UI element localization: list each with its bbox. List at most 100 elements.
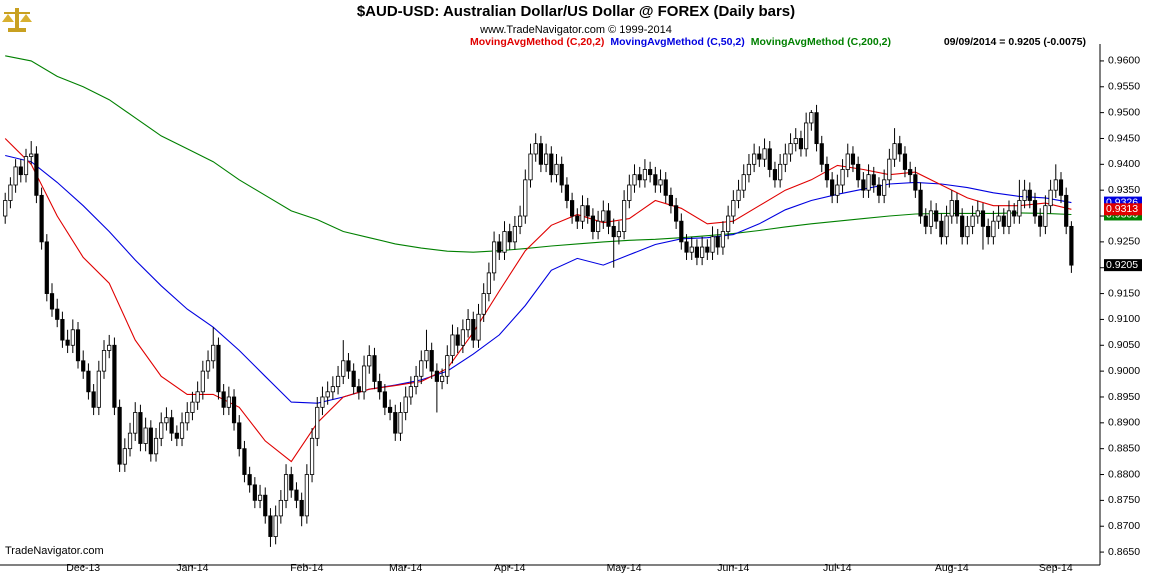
y-tick-label: 0.8950 [1108,391,1140,403]
candle-body [143,427,148,444]
x-tick-label: Jul-14 [823,562,852,574]
candle-body [91,391,96,408]
candle-body [200,370,205,393]
x-tick-label: May-14 [607,562,642,574]
candle-body [216,344,221,393]
candle-body [668,194,674,207]
last-value-box [1104,259,1142,272]
y-tick-label: 0.9450 [1108,132,1140,144]
candle-body [507,231,512,243]
subtitle: www.TradeNavigator.com © 1999-2014 [479,24,672,36]
candle-body [850,153,856,165]
candle-body [596,220,601,232]
x-tick-label: Apr-14 [494,562,526,574]
candle-body [335,375,341,388]
candle-body [533,143,538,155]
candle-body [325,391,330,398]
candle-body [861,179,866,191]
y-tick-label: 0.9000 [1108,365,1140,377]
candle-body [876,184,882,196]
candle-body [330,386,335,393]
candle-body [75,329,81,362]
candle-body [715,236,720,248]
candle-body [382,391,387,408]
candle-body [263,494,268,517]
y-tick-label: 0.9250 [1108,236,1140,248]
candle-body [278,499,283,517]
candle-body [726,215,731,232]
legend-entry: MovingAvgMethod (C,50,2) [610,36,744,48]
candle-body [164,417,169,424]
candle-body [1064,194,1069,227]
candle-body [897,143,902,155]
candle-body [928,210,934,227]
candle-body [611,225,616,238]
ma-line [5,55,1072,253]
candle-body [934,210,939,222]
candle-body [341,360,346,377]
candle-body [580,205,585,222]
candle-body [460,329,465,346]
candle-body [986,225,991,238]
y-tick-label: 0.8800 [1108,468,1140,480]
candle-body [1038,215,1043,227]
candle-body [419,360,424,377]
candle-body [1012,210,1017,217]
ma-line [5,154,1072,404]
candle-body [684,241,689,253]
candle-body [86,370,91,393]
candle-body [112,344,117,408]
candle-body [309,437,315,475]
candle-body [356,386,361,393]
candle-body [819,143,824,165]
candle-body [783,153,788,165]
candle-body [372,355,377,382]
candle-body [65,339,70,346]
candle-body [439,375,445,382]
candle-body [55,308,60,320]
candle-body [757,153,762,160]
candle-body [653,174,658,186]
candle-body [257,494,263,501]
candle-body [543,153,549,165]
candle-body [190,401,195,413]
candle-body [772,169,778,181]
candle-body [674,205,679,222]
candle-body [1006,210,1012,227]
candle-body [393,412,398,434]
y-tick-label: 0.9500 [1108,106,1140,118]
candle-body [720,231,726,248]
candle-body [174,432,179,439]
candle-body [798,138,804,150]
candle-body [616,231,622,238]
candle-body [117,406,122,465]
candle-body [70,329,75,346]
candle-body [1017,200,1022,217]
candle-body [840,169,845,186]
candle-body [304,474,309,517]
y-tick-label: 0.9150 [1108,287,1140,299]
candle-body [159,422,164,439]
candle-body [1022,189,1027,201]
y-tick-label: 0.9400 [1108,158,1140,170]
candle-body [554,163,559,176]
candle-body [320,396,325,408]
candle-body [871,174,876,186]
candle-body [882,179,887,196]
candle-body [299,499,304,517]
candle-body [528,153,533,181]
candle-body [34,153,39,196]
x-tick-label: Jun-14 [717,562,749,574]
status: 09/09/2014 = 0.9205 (-0.0075) [944,36,1086,48]
candle-body [913,174,918,191]
candle-body [564,184,570,201]
candle-body [700,246,705,258]
candle-body [902,153,908,170]
candle-body [18,166,23,176]
y-tick-label: 0.9050 [1108,339,1140,351]
y-tick-label: 0.8850 [1108,442,1140,454]
candle-body [465,319,471,331]
x-tick-label: Feb-14 [290,562,323,574]
candle-body [918,189,923,217]
candle-body [512,225,517,243]
